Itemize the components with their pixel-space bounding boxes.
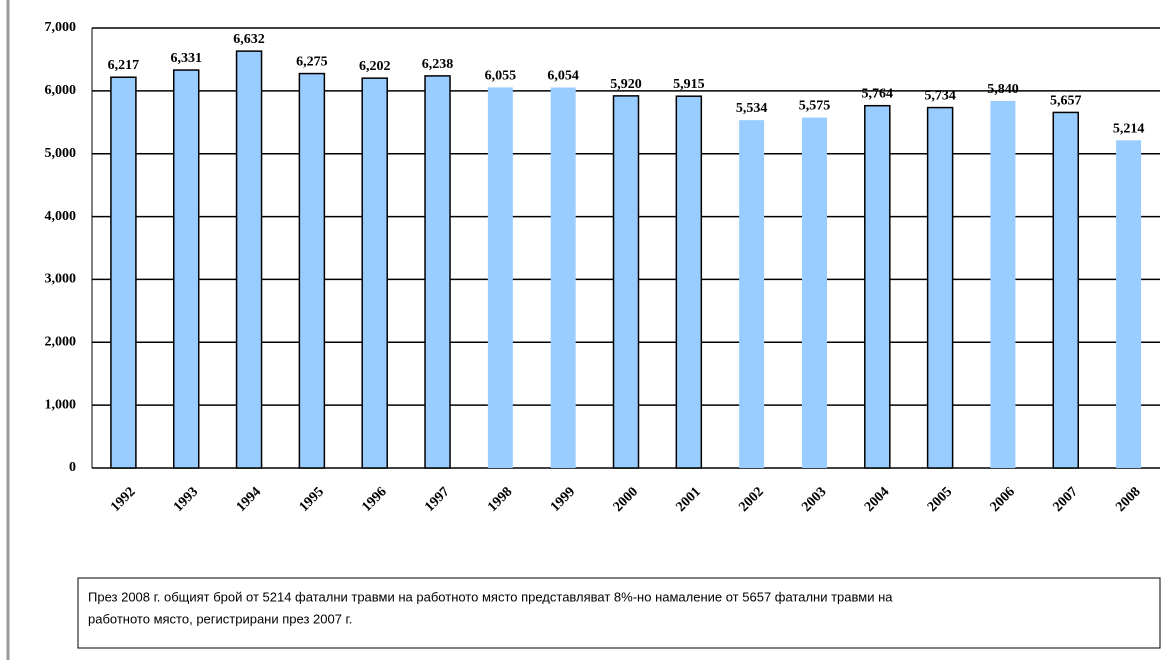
value-label: 5,734 (924, 89, 956, 104)
y-tick-label: 4,000 (45, 209, 77, 224)
bar (612, 95, 640, 469)
value-label: 6,632 (233, 32, 265, 47)
value-label: 5,915 (673, 77, 705, 92)
value-label: 5,534 (736, 101, 768, 116)
x-tick-label: 1999 (548, 484, 578, 514)
bar (675, 95, 703, 469)
y-tick-label: 7,000 (45, 20, 77, 35)
bar (864, 104, 891, 469)
note-box (77, 577, 1161, 649)
bar (739, 120, 765, 469)
x-tick-label: 2001 (674, 484, 704, 514)
value-label: 6,217 (108, 58, 140, 73)
x-tick-label: 1993 (171, 484, 201, 514)
bar (990, 100, 1016, 469)
bar (487, 87, 513, 469)
bar (298, 72, 326, 469)
x-tick-label: 2003 (799, 484, 829, 514)
bar (926, 106, 954, 469)
y-tick-label: 0 (69, 460, 76, 475)
x-tick-label: 2004 (862, 484, 892, 514)
x-tick-label: 2008 (1113, 484, 1143, 514)
bar (550, 87, 576, 468)
y-tick-label: 1,000 (45, 397, 77, 412)
x-tick-label: 2007 (1050, 484, 1080, 514)
x-tick-label: 1995 (297, 484, 327, 514)
x-tick-label: 1997 (422, 484, 452, 514)
value-label: 6,331 (170, 51, 202, 66)
bar (1052, 111, 1080, 469)
value-label: 6,202 (359, 59, 391, 74)
note-line: работното място, регистрирани през 2007 … (88, 611, 352, 626)
value-label: 5,575 (799, 99, 831, 114)
value-label: 6,055 (485, 68, 517, 83)
x-tick-label: 1996 (359, 484, 389, 514)
y-tick-label: 3,000 (45, 272, 77, 287)
y-tick-label: 5,000 (45, 146, 77, 161)
value-label: 5,840 (987, 82, 1019, 97)
x-tick-label: 2005 (925, 484, 955, 514)
x-tick-label: 1992 (108, 484, 138, 514)
value-label: 5,214 (1113, 121, 1145, 136)
bar (110, 76, 137, 469)
value-label: 5,657 (1050, 93, 1082, 108)
value-label: 5,764 (862, 87, 894, 102)
note-line: През 2008 г. общият брой от 5214 фатални… (88, 589, 893, 604)
x-tick-label: 2000 (611, 484, 641, 514)
value-label: 6,275 (296, 55, 328, 70)
value-label: 5,920 (610, 77, 642, 92)
x-tick-label: 2002 (736, 484, 766, 514)
value-label: 6,054 (547, 68, 579, 83)
y-tick-label: 2,000 (45, 335, 77, 350)
bar (801, 117, 827, 469)
bar (172, 69, 200, 469)
x-tick-label: 1994 (234, 484, 264, 514)
bar (424, 75, 451, 469)
value-label: 6,238 (422, 57, 454, 72)
bar (1116, 140, 1142, 468)
x-tick-label: 2006 (988, 484, 1018, 514)
x-tick-label: 1998 (485, 484, 515, 514)
bar (361, 77, 388, 469)
bar (235, 50, 263, 469)
y-tick-label: 6,000 (45, 83, 77, 98)
